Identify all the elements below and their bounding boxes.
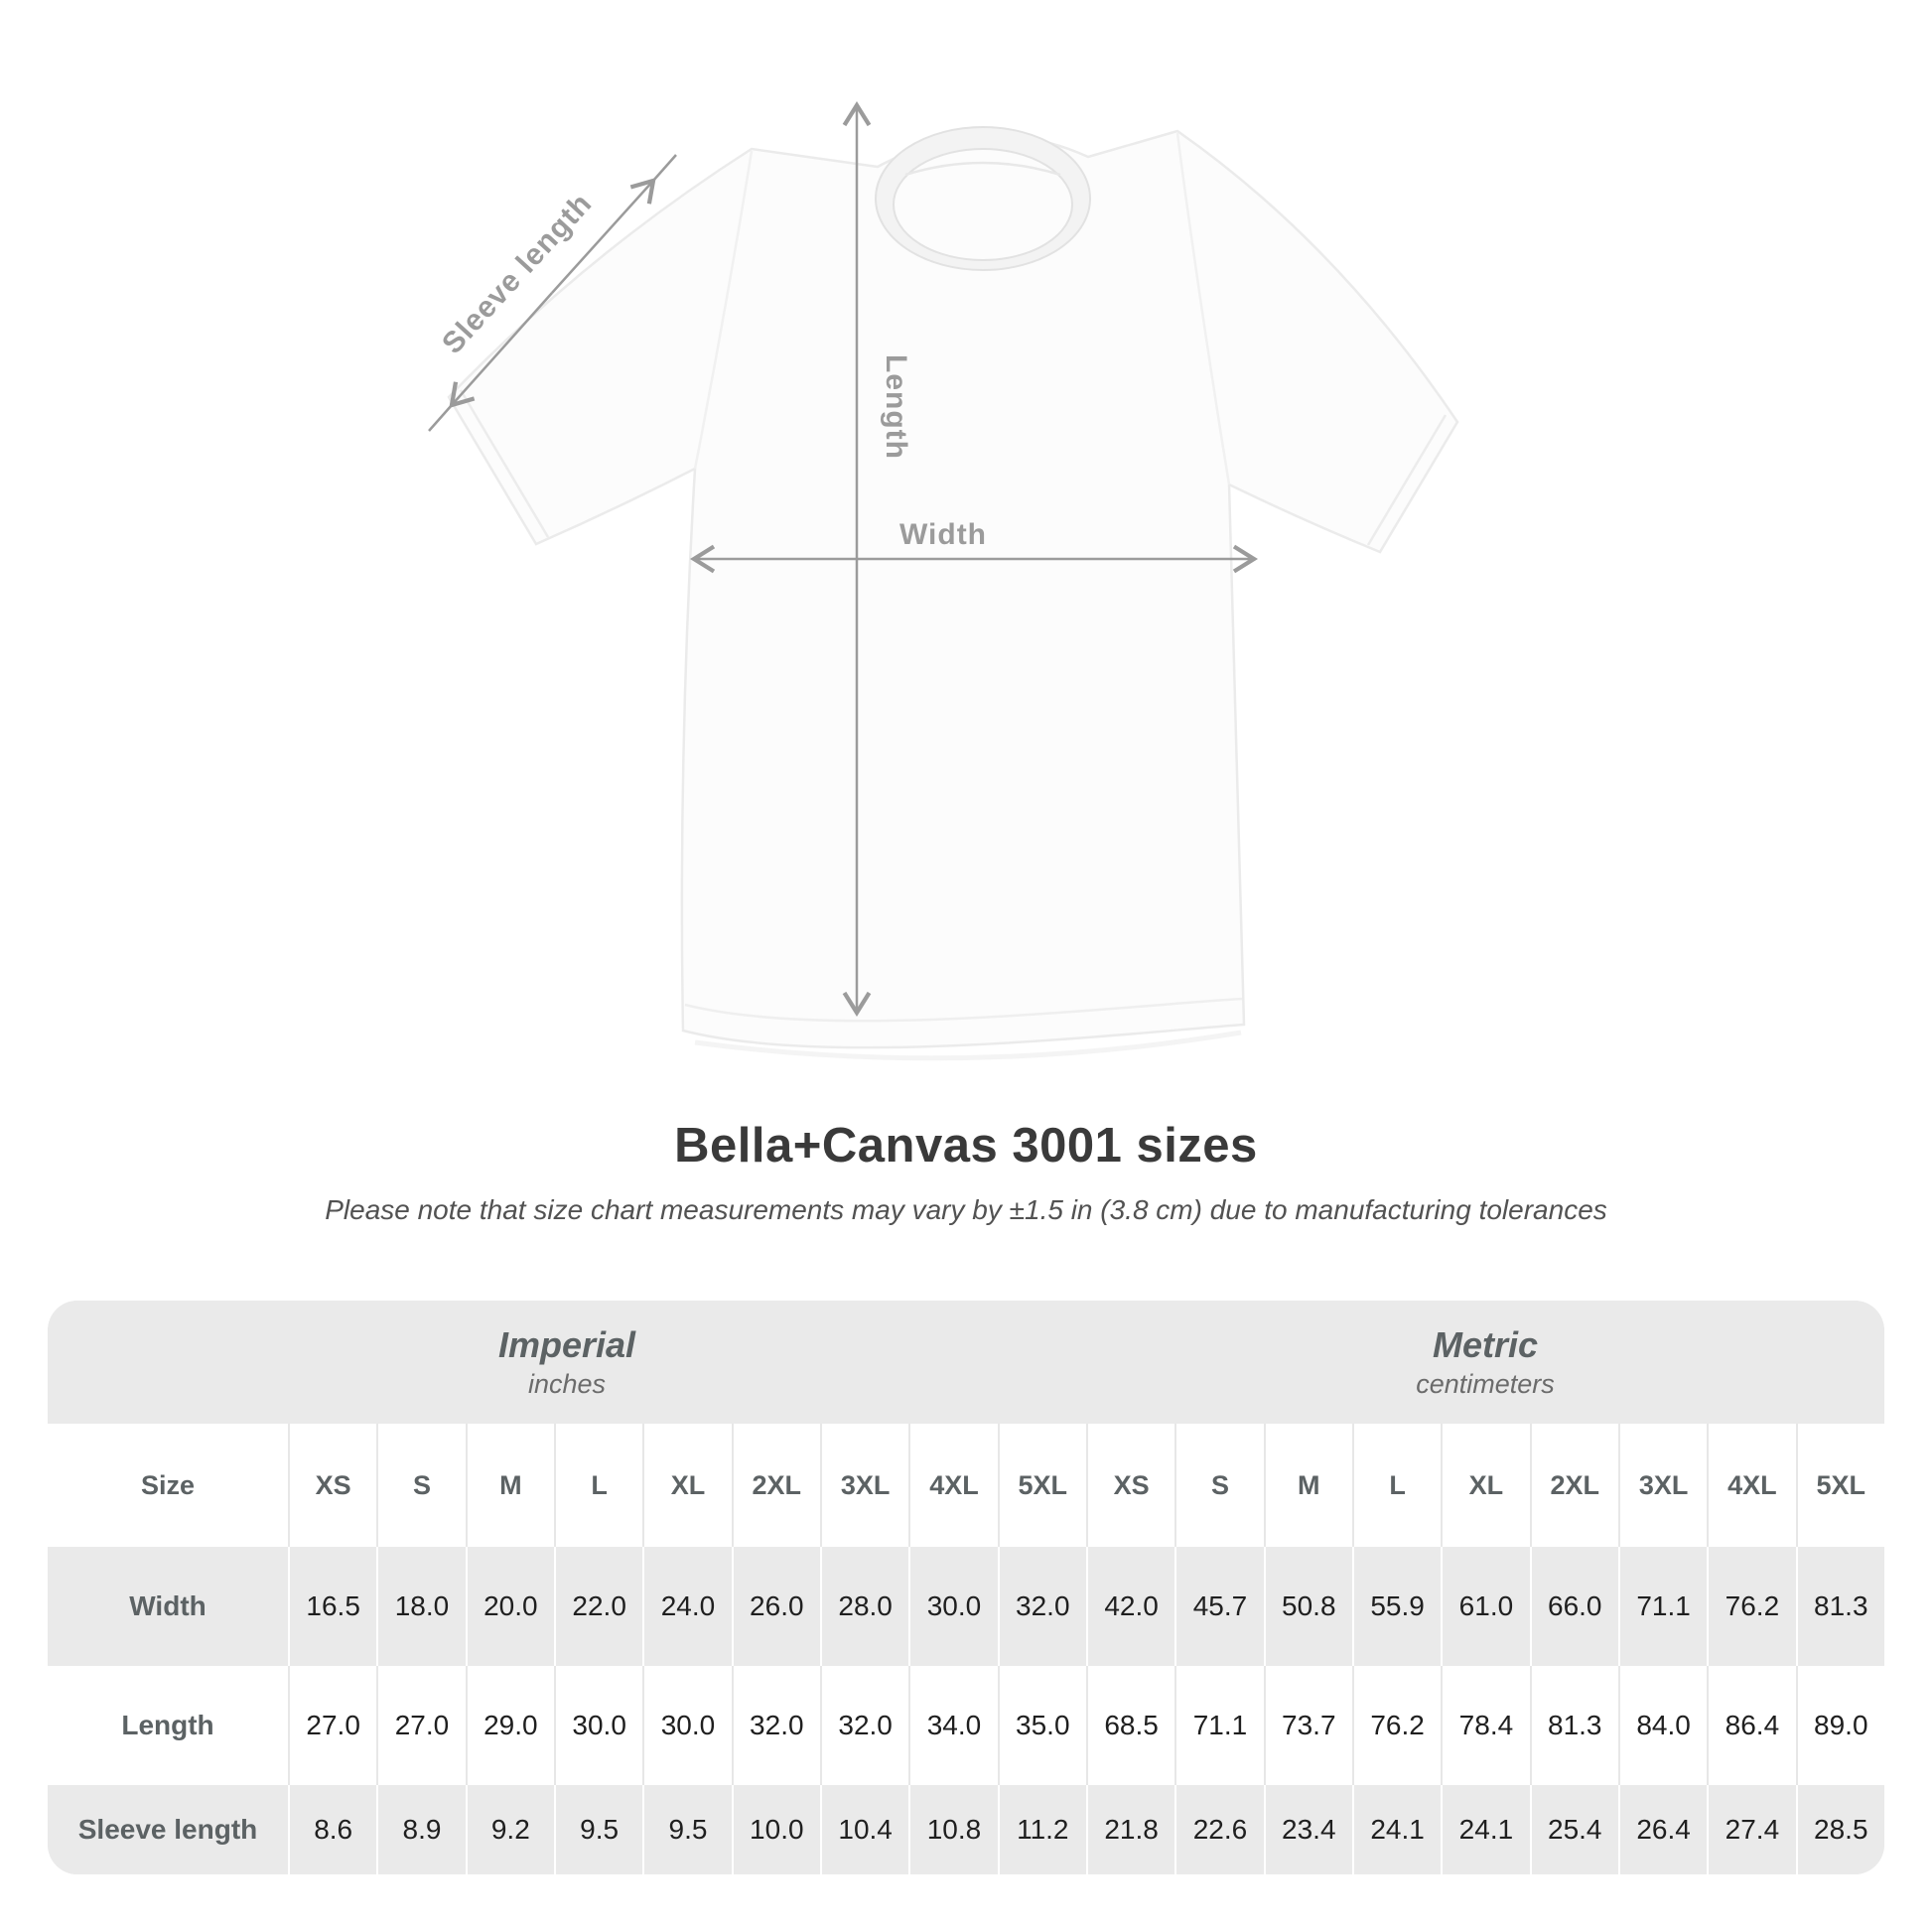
size-header-row: Size XS S M L XL 2XL 3XL 4XL 5XL XS S M … [48, 1424, 1884, 1547]
width-label: Width [899, 518, 987, 551]
table-cell: 35.0 [997, 1666, 1086, 1785]
size-col-header: 3XL [1617, 1424, 1707, 1547]
tshirt-collar [874, 126, 1092, 271]
table-cell: 73.7 [1263, 1666, 1352, 1785]
table-cell: 22.0 [553, 1547, 642, 1666]
table-cell: 30.0 [908, 1547, 997, 1666]
table-cell: 68.5 [1085, 1666, 1174, 1785]
table-row-length: Length 27.0 27.0 29.0 30.0 30.0 32.0 32.… [48, 1666, 1884, 1785]
table-cell: 21.8 [1085, 1785, 1174, 1874]
size-col-header: XL [642, 1424, 731, 1547]
table-cell: 27.0 [376, 1666, 465, 1785]
size-col-header: L [553, 1424, 642, 1547]
table-cell: 27.0 [288, 1666, 376, 1785]
size-col-header: S [376, 1424, 465, 1547]
table-cell: 32.0 [819, 1666, 908, 1785]
dimension-arrows [428, 100, 1259, 1018]
tshirt-measurement-diagram: Sleeve length Length Width [428, 100, 1459, 1061]
table-cell: 10.4 [819, 1785, 908, 1874]
table-cell: 28.5 [1795, 1785, 1884, 1874]
table-cell: 86.4 [1707, 1666, 1795, 1785]
table-cell: 61.0 [1441, 1547, 1529, 1666]
size-col-header: 3XL [819, 1424, 908, 1547]
sleeve-length-arrow [428, 154, 677, 432]
size-col-header: L [1351, 1424, 1441, 1547]
size-table: Imperial inches Metric centimeters Size … [48, 1301, 1884, 1874]
size-col-header: 5XL [997, 1424, 1086, 1547]
table-cell: 26.0 [731, 1547, 820, 1666]
table-cell: 8.6 [288, 1785, 376, 1874]
metric-group-header: Metric centimeters [1085, 1301, 1884, 1424]
table-cell: 78.4 [1441, 1666, 1529, 1785]
table-cell: 29.0 [465, 1666, 554, 1785]
table-cell: 9.2 [465, 1785, 554, 1874]
imperial-unit: inches [527, 1369, 606, 1400]
table-cell: 16.5 [288, 1547, 376, 1666]
table-cell: 76.2 [1351, 1666, 1441, 1785]
row-label: Sleeve length [77, 1814, 258, 1845]
size-col-header: XS [1085, 1424, 1174, 1547]
table-row-width: Width 16.5 18.0 20.0 22.0 24.0 26.0 28.0… [48, 1547, 1884, 1666]
size-col-header: XL [1441, 1424, 1529, 1547]
table-cell: 71.1 [1617, 1547, 1707, 1666]
row-label: Length [121, 1710, 214, 1740]
table-cell: 34.0 [908, 1666, 997, 1785]
table-cell: 55.9 [1351, 1547, 1441, 1666]
tshirt-illustration [447, 126, 1459, 1061]
table-cell: 9.5 [642, 1785, 731, 1874]
imperial-label: Imperial [497, 1323, 635, 1365]
metric-label: Metric [1432, 1323, 1538, 1365]
table-cell: 24.1 [1441, 1785, 1529, 1874]
size-col-header: 2XL [731, 1424, 820, 1547]
table-cell: 81.3 [1529, 1666, 1618, 1785]
table-cell: 42.0 [1085, 1547, 1174, 1666]
size-col-header: XS [288, 1424, 376, 1547]
table-cell: 25.4 [1529, 1785, 1618, 1874]
metric-unit: centimeters [1416, 1369, 1555, 1400]
table-cell: 32.0 [731, 1666, 820, 1785]
table-cell: 76.2 [1707, 1547, 1795, 1666]
table-cell: 24.0 [642, 1547, 731, 1666]
page-title: Bella+Canvas 3001 sizes [674, 1119, 1258, 1173]
size-col-header: M [465, 1424, 554, 1547]
tshirt-body [447, 129, 1459, 1049]
table-row-sleeve-length: Sleeve length 8.6 8.9 9.2 9.5 9.5 10.0 1… [48, 1785, 1884, 1874]
size-corner-header: Size [140, 1469, 196, 1500]
tolerance-note: Please note that size chart measurements… [325, 1194, 1607, 1225]
table-cell: 50.8 [1263, 1547, 1352, 1666]
table-cell: 81.3 [1795, 1547, 1884, 1666]
table-cell: 30.0 [642, 1666, 731, 1785]
table-cell: 18.0 [376, 1547, 465, 1666]
size-col-header: 2XL [1529, 1424, 1618, 1547]
table-cell: 28.0 [819, 1547, 908, 1666]
size-col-header: M [1263, 1424, 1352, 1547]
table-cell: 24.1 [1351, 1785, 1441, 1874]
table-cell: 9.5 [553, 1785, 642, 1874]
table-cell: 20.0 [465, 1547, 554, 1666]
size-col-header: 4XL [908, 1424, 997, 1547]
table-cell: 84.0 [1617, 1666, 1707, 1785]
size-col-header: 4XL [1707, 1424, 1795, 1547]
table-cell: 32.0 [997, 1547, 1086, 1666]
table-cell: 11.2 [997, 1785, 1086, 1874]
table-cell: 66.0 [1529, 1547, 1618, 1666]
table-cell: 8.9 [376, 1785, 465, 1874]
table-cell: 10.8 [908, 1785, 997, 1874]
imperial-group-header: Imperial inches [48, 1301, 1086, 1424]
table-cell: 10.0 [731, 1785, 820, 1874]
table-cell: 22.6 [1174, 1785, 1263, 1874]
table-cell: 23.4 [1263, 1785, 1352, 1874]
table-cell: 30.0 [553, 1666, 642, 1785]
unit-group-header-row: Imperial inches Metric centimeters [48, 1301, 1884, 1424]
table-cell: 26.4 [1617, 1785, 1707, 1874]
row-label: Width [129, 1590, 207, 1621]
size-col-header: S [1174, 1424, 1263, 1547]
table-cell: 27.4 [1707, 1785, 1795, 1874]
length-label: Length [880, 354, 912, 460]
size-col-header: 5XL [1795, 1424, 1884, 1547]
table-cell: 45.7 [1174, 1547, 1263, 1666]
table-cell: 71.1 [1174, 1666, 1263, 1785]
table-cell: 89.0 [1795, 1666, 1884, 1785]
